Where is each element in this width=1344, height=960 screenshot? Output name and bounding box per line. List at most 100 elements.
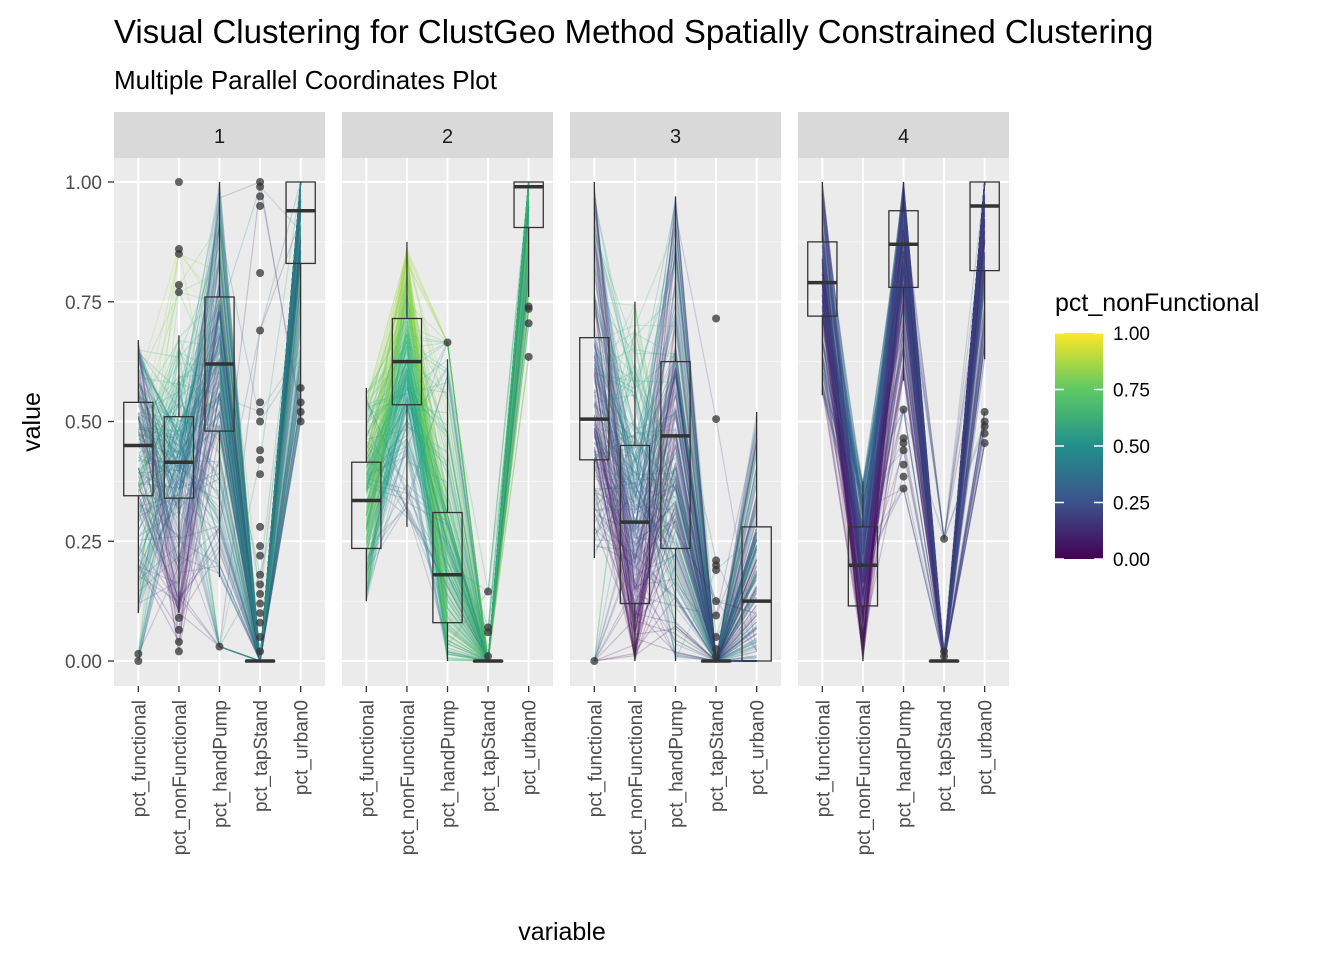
parallel-line [137,310,302,662]
box-iqr [513,181,544,229]
x-tick-label: pct_handPump [667,700,688,828]
parallel-line [137,289,302,662]
parallel-line [137,390,302,662]
parallel-line [137,208,302,662]
parallel-line [821,193,986,662]
outlier-point [484,623,493,632]
boxplot-pct_tapStand [928,534,960,663]
parallel-line [366,185,530,662]
parallel-line [365,181,530,593]
box-iqr [619,444,651,605]
parallel-line [365,181,530,664]
parallel-line [137,325,302,662]
parallel-line [593,458,758,664]
parallel-line [365,181,530,662]
parallel-line [821,181,986,652]
outlier-point [484,587,493,596]
parallel-line [138,261,302,662]
color-legend: pct_nonFunctional 1.00 0.75 0.50 0.25 0.00 [1055,289,1259,571]
parallel-line [365,254,530,662]
parallel-line [821,181,986,662]
parallel-line [365,280,530,664]
parallel-line [593,367,758,662]
parallel-line [137,193,302,662]
chart-subtitle: Multiple Parallel Coordinates Plot [114,65,498,95]
parallel-line [821,224,986,662]
parallel-line [137,256,302,662]
y-tick-label: 1.00 [65,173,102,194]
outlier-point [256,633,265,642]
parallel-line [137,227,302,662]
x-tick-label: pct_tapStand [251,700,272,812]
outlier-point [256,522,265,531]
parallel-line [593,427,757,661]
parallel-line [137,235,302,662]
parallel-line [821,236,986,662]
parallel-line [821,262,986,662]
parallel-line [365,181,530,663]
boxplot-pct_urban0 [513,181,544,361]
box-iqr [285,181,316,265]
parallel-line [137,206,302,662]
parallel-line [138,196,302,662]
parallel-line [593,380,758,664]
outlier-point [980,439,989,448]
parallel-line [138,315,302,662]
y-axis: 0.00 0.25 0.50 0.75 1.00 [65,173,114,673]
parallel-line [137,258,302,662]
parallel-line [593,488,758,662]
x-tick-label: pct_nonFunctional [170,700,191,855]
parallel-line [821,239,986,662]
parallel-line [365,306,530,662]
parallel-line [593,191,758,663]
parallel-line [821,215,986,662]
parallel-line [821,219,986,662]
parallel-line [365,214,530,662]
parallel-line [365,193,530,629]
parallel-line [137,281,302,662]
parallel-line [821,262,986,662]
parallel-line [821,183,986,652]
parallel-line [821,265,986,662]
parallel-line [821,181,986,662]
parallel-line [821,221,986,662]
outlier-point [940,534,949,543]
outlier-point [443,338,452,347]
parallel-line [137,314,302,662]
legend-title: pct_nonFunctional [1055,289,1259,317]
outlier-point [256,446,265,455]
parallel-line [137,238,302,662]
boxplot-pct_nonFunctional [163,178,195,656]
parallel-line [365,220,530,662]
parallel-line [365,195,530,663]
parallel-line [821,237,986,662]
parallel-line [137,199,302,662]
outlier-point [256,201,265,210]
parallel-line [821,192,986,662]
parallel-line [593,400,758,662]
parallel-line [138,259,302,662]
parallel-line [137,245,302,662]
parallel-line [137,254,302,662]
box-iqr [123,401,154,497]
parallel-line [821,264,986,662]
boxplot-pct_functional [123,340,154,665]
parallel-line [365,273,530,662]
parallel-line [137,232,302,662]
outlier-point [256,618,265,627]
parallel-line [365,203,530,664]
parallel-line [821,255,986,662]
parallel-line [366,236,530,662]
outlier-point [899,434,908,443]
legend-label: 0.50 [1113,437,1150,458]
legend-label: 0.75 [1113,381,1150,402]
parallel-line [593,434,758,662]
y-tick-label: 0.00 [65,652,102,673]
outlier-point [524,352,533,361]
parallel-line [821,267,986,662]
parallel-line [821,199,986,662]
boxplot-pct_tapStand [700,314,732,663]
parallel-line [593,462,758,664]
outlier-point [899,460,908,469]
